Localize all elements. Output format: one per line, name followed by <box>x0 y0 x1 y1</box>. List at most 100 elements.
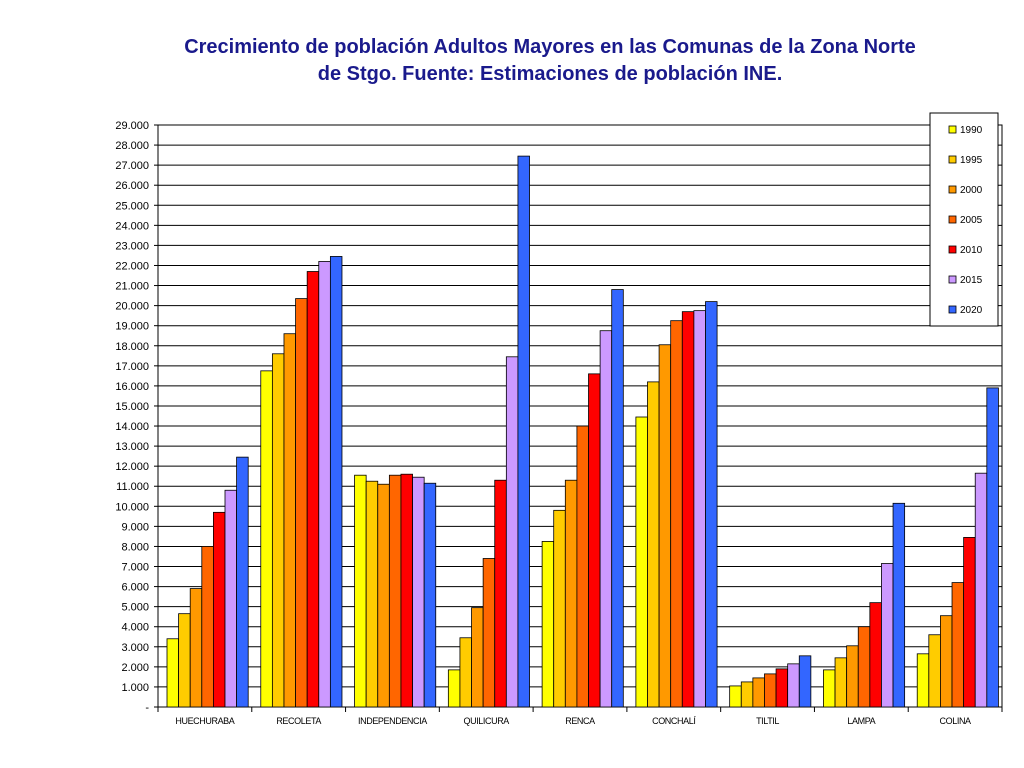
bar-1995 <box>365 480 379 708</box>
bar-2015 <box>224 489 238 708</box>
bar-2015 <box>318 261 331 708</box>
y-tick-label: 19.000 <box>115 321 149 333</box>
legend-swatch-2000 <box>948 185 957 194</box>
bar-1990 <box>354 474 367 708</box>
bar-2010 <box>963 537 976 708</box>
bar-2020 <box>892 502 906 708</box>
y-tick-label: 23.000 <box>115 240 149 252</box>
bar-2015 <box>505 356 519 708</box>
legend-label-2005: 2005 <box>960 215 983 226</box>
legend-label-2020: 2020 <box>960 305 983 316</box>
bar-1995 <box>459 637 472 708</box>
bar-1995 <box>178 613 191 708</box>
y-tick-label: 17.000 <box>115 361 149 373</box>
bar-2000 <box>752 677 765 708</box>
legend-label-1990: 1990 <box>960 125 983 136</box>
bar-1990 <box>916 653 930 708</box>
x-category-label: INDEPENDENCIA <box>358 716 427 726</box>
bar-2000 <box>377 483 390 708</box>
bar-2005 <box>857 626 871 708</box>
chart-title: Crecimiento de población Adultos Mayores… <box>0 34 1024 88</box>
bar-2005 <box>482 558 496 708</box>
x-category-label: CONCHALÍ <box>652 716 696 726</box>
y-tick-label: 15.000 <box>115 401 149 413</box>
legend-swatch-2015 <box>948 275 957 284</box>
bar-2010 <box>494 479 507 708</box>
y-tick-label: 14.000 <box>115 421 149 433</box>
y-tick-label: 3.000 <box>121 642 149 654</box>
bar-2010 <box>775 668 789 708</box>
bar-2015 <box>974 472 988 708</box>
bar-2005 <box>576 425 589 708</box>
bar-2010 <box>306 271 320 708</box>
y-tick-label: 18.000 <box>115 341 149 353</box>
bar-2005 <box>201 546 214 708</box>
bar-2005 <box>670 320 683 708</box>
bar-2015 <box>412 476 425 708</box>
bar-1995 <box>647 381 660 708</box>
y-tick-label: 13.000 <box>115 441 149 453</box>
bar-1995 <box>553 509 566 708</box>
bar-2000 <box>846 645 859 708</box>
x-category-label: LAMPA <box>847 716 875 726</box>
legend-label-2015: 2015 <box>960 275 983 286</box>
y-tick-label: 11.000 <box>116 481 149 493</box>
y-tick-label: 6.000 <box>121 582 149 594</box>
y-tick-label: 20.000 <box>115 301 149 313</box>
y-tick-label: 5.000 <box>121 602 149 614</box>
bar-2020 <box>611 289 624 708</box>
y-tick-label: 25.000 <box>115 200 149 212</box>
legend-swatch-2005 <box>948 215 957 224</box>
bar-2000 <box>658 344 672 708</box>
legend-swatch-2010 <box>948 245 957 254</box>
y-tick-label: 4.000 <box>121 622 149 634</box>
x-category-label: HUECHURABA <box>175 716 234 726</box>
legend-swatch-2020 <box>948 305 957 314</box>
y-tick-label: - <box>145 702 149 714</box>
legend-swatch-1995 <box>948 155 957 164</box>
y-tick-label: 28.000 <box>115 140 149 152</box>
bar-1995 <box>740 681 754 708</box>
bar-2005 <box>295 298 308 708</box>
bar-1990 <box>447 669 461 708</box>
bars <box>166 155 999 708</box>
bar-2020 <box>423 482 437 708</box>
bar-2020 <box>705 301 718 708</box>
bar-2005 <box>764 673 777 708</box>
bar-1995 <box>834 657 848 708</box>
bar-1995 <box>928 634 941 708</box>
bar-2020 <box>517 155 530 708</box>
y-tick-label: 16.000 <box>115 381 149 393</box>
legend-box <box>929 112 999 327</box>
bar-2015 <box>693 310 706 708</box>
bar-1990 <box>635 416 648 708</box>
bar-2000 <box>471 607 484 708</box>
bar-2005 <box>388 474 402 708</box>
x-category-label: COLINA <box>940 716 972 726</box>
y-tick-label: 22.000 <box>115 260 149 272</box>
legend-swatch-1990 <box>948 125 957 134</box>
bar-2015 <box>599 330 613 708</box>
bar-2000 <box>564 479 578 708</box>
bar-2010 <box>588 373 601 708</box>
bar-1990 <box>541 541 555 708</box>
x-category-label: RECOLETA <box>276 716 321 726</box>
legend-label-2000: 2000 <box>960 185 983 196</box>
bar-2010 <box>212 511 226 708</box>
bar-1990 <box>729 685 742 708</box>
y-tick-label: 21.000 <box>115 281 149 293</box>
y-tick-label: 29.000 <box>115 120 149 132</box>
bar-1990 <box>260 370 273 708</box>
bar-2020 <box>798 655 812 708</box>
bar-2010 <box>681 311 695 708</box>
chart-title-line-1: Crecimiento de población Adultos Mayores… <box>184 36 916 58</box>
bar-2010 <box>400 473 413 708</box>
legend-label-2010: 2010 <box>960 245 983 256</box>
bar-2000 <box>283 333 296 708</box>
legend-label-1995: 1995 <box>960 155 983 166</box>
y-tick-label: 27.000 <box>115 160 149 172</box>
y-tick-label: 12.000 <box>115 461 149 473</box>
y-tick-label: 24.000 <box>115 220 149 232</box>
bar-1990 <box>166 638 180 708</box>
